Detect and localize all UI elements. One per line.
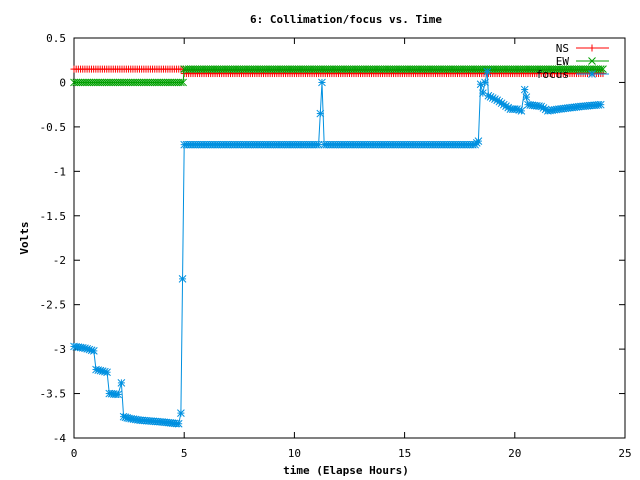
series-focus-point — [596, 100, 605, 109]
series-ew-point-stroke — [599, 65, 607, 73]
series-focus-point-stroke — [539, 104, 548, 112]
series-focus — [70, 67, 605, 428]
series-focus-point — [481, 78, 489, 87]
x-tick-label: 10 — [288, 447, 301, 460]
series-focus-point-stroke — [174, 419, 183, 428]
series-focus-point-stroke — [499, 100, 508, 109]
axis-ticks: 0 5 10 15 20 25 0.5 0 -0.5 -1 -1.5 -2 -2.5 -3 -3.5 -4 — [40, 32, 632, 460]
series-focus-point-stroke — [476, 80, 485, 89]
series-focus-point — [174, 419, 183, 428]
y-tick-label: -4 — [53, 432, 67, 445]
series-focus-point-stroke — [537, 102, 546, 111]
series-focus-point-stroke — [520, 85, 529, 94]
series-focus-point-stroke — [316, 109, 325, 118]
series-focus-point — [520, 85, 529, 94]
series-focus-point-stroke — [103, 368, 111, 377]
series-focus-point-stroke — [314, 140, 323, 149]
series-focus-point — [114, 390, 122, 399]
series-focus-point-stroke — [177, 409, 185, 417]
legend-marker-focus — [588, 70, 596, 78]
series-focus-point-stroke — [478, 89, 487, 97]
series-focus-point-stroke — [495, 97, 504, 106]
y-tick-label: -3 — [53, 343, 66, 356]
series-focus-point-stroke — [483, 67, 492, 76]
series-ew-point — [179, 78, 187, 87]
series-focus-point — [476, 80, 485, 89]
series-focus-point-stroke — [502, 102, 510, 111]
series-ew-point — [599, 65, 607, 73]
x-tick-label: 25 — [618, 447, 631, 460]
y-tick-label: -1.5 — [40, 210, 67, 223]
series-focus-point-stroke — [89, 347, 98, 355]
chart-title: 6: Collimation/focus vs. Time — [250, 13, 442, 26]
series-ew-point — [596, 65, 605, 73]
series-focus-point-stroke — [117, 379, 126, 387]
y-tick-label: 0 — [59, 76, 66, 89]
series-focus-point-stroke — [504, 103, 513, 112]
series-ew — [70, 65, 607, 87]
series-focus-point-stroke — [481, 78, 489, 87]
legend-label-focus: focus — [536, 68, 569, 81]
series-focus-point — [483, 67, 492, 76]
series-focus-point — [318, 78, 326, 87]
x-axis-label: time (Elapse Hours) — [283, 464, 409, 477]
series-ew-point-stroke — [596, 65, 605, 73]
series-focus-point — [178, 275, 187, 283]
y-tick-label: -3.5 — [40, 388, 67, 401]
legend-marker-ns — [588, 44, 596, 52]
series-focus-point-stroke — [541, 105, 550, 114]
x-tick-label: 15 — [398, 447, 411, 460]
y-tick-label: 0.5 — [46, 32, 66, 45]
y-axis-label: Volts — [18, 221, 31, 254]
series-focus-point-stroke — [497, 99, 506, 108]
y-tick-label: -1 — [53, 165, 66, 178]
series-focus-point-stroke — [493, 96, 502, 105]
series-focus-point — [177, 409, 185, 417]
legend-label-ew: EW — [556, 55, 570, 68]
series-focus-point — [89, 347, 98, 355]
series-ns — [70, 65, 607, 78]
series-focus-point — [117, 379, 126, 387]
series-focus-point — [517, 107, 526, 115]
series-layer — [70, 65, 607, 428]
plot-frame — [73, 37, 626, 439]
legend-marker-ew — [588, 57, 596, 65]
series-focus-point — [316, 109, 325, 118]
series-focus-point-stroke — [596, 100, 605, 109]
series-focus-line — [73, 71, 601, 425]
series-focus-point — [474, 137, 483, 145]
series-focus-point — [522, 93, 531, 101]
y-tick-label: -2 — [53, 254, 66, 267]
legend-label-ns: NS — [556, 42, 569, 55]
x-tick-label: 0 — [71, 447, 78, 460]
series-focus-point-stroke — [474, 137, 483, 145]
series-focus-point-stroke — [517, 107, 526, 115]
y-tick-label: -2.5 — [40, 299, 67, 312]
series-ew-point-stroke — [179, 78, 187, 87]
x-tick-label: 5 — [181, 447, 188, 460]
series-ew-point-stroke — [177, 78, 185, 87]
legend-marker-focus-stroke — [588, 70, 596, 78]
series-focus-point-stroke — [178, 275, 187, 283]
series-focus-point-stroke — [318, 78, 326, 87]
series-focus-point-stroke — [522, 93, 531, 101]
series-ew-point — [177, 78, 185, 87]
series-focus-point-stroke — [114, 390, 122, 399]
series-focus-point — [103, 368, 111, 377]
y-tick-label: -0.5 — [40, 121, 67, 134]
x-tick-label: 20 — [508, 447, 521, 460]
legend-marker-ew-stroke — [588, 57, 596, 65]
